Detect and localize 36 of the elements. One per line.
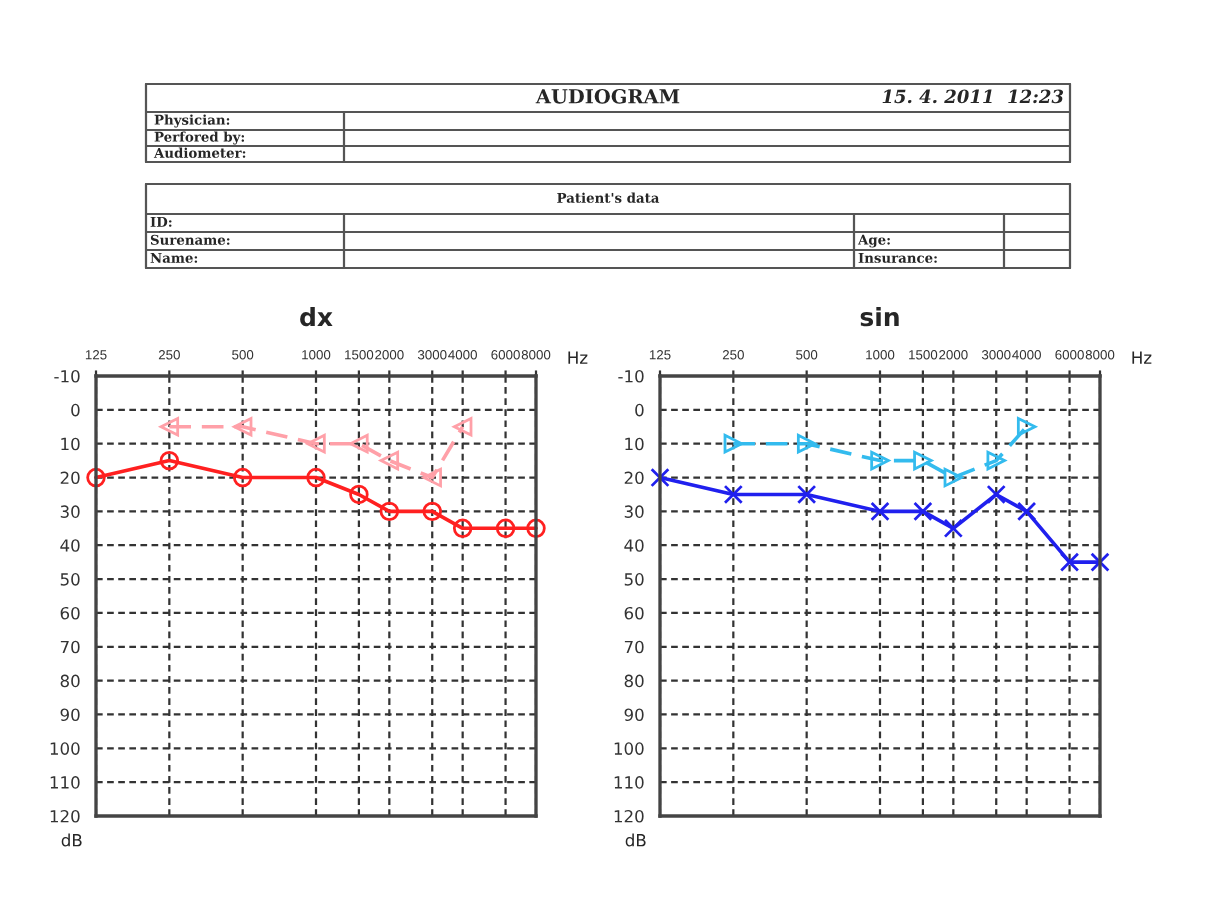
y-tick-label: 30 <box>60 505 80 518</box>
y-tick-label: 60 <box>60 606 80 620</box>
y-axis-title: dB <box>61 833 82 847</box>
y-tick-label: 70 <box>60 640 80 654</box>
y-tick-label: 0 <box>635 403 644 417</box>
y-tick-label: 120 <box>614 809 644 823</box>
chart-title: sin <box>860 307 899 327</box>
y-tick-label: 60 <box>624 606 644 620</box>
y-tick-label: 20 <box>60 471 80 485</box>
x-axis-title: Hz <box>568 351 588 364</box>
y-tick-label: 80 <box>624 674 644 688</box>
y-tick-label: 100 <box>50 742 80 755</box>
y-tick-label: 0 <box>71 403 80 417</box>
text: AUDIOGRAM <box>535 88 680 104</box>
y-tick-label: 50 <box>60 573 80 586</box>
y-tick-label: -10 <box>618 369 644 383</box>
y-tick-label: 10 <box>61 437 80 451</box>
x-axis-title: Hz <box>1132 351 1152 364</box>
chart-title: dx <box>300 307 333 327</box>
y-tick-label: 90 <box>60 708 80 722</box>
y-tick-label: 50 <box>624 573 644 586</box>
y-axis-title: dB <box>625 833 646 847</box>
y-tick-label: 100 <box>614 742 644 755</box>
y-tick-label: 120 <box>50 809 80 823</box>
y-tick-label: 70 <box>624 640 644 654</box>
y-tick-label: 40 <box>624 539 644 552</box>
y-tick-label: 80 <box>60 674 80 688</box>
y-tick-label: 90 <box>624 708 644 722</box>
text: 15. 4. 2011 12:23 <box>882 89 1064 104</box>
y-tick-label: 110 <box>50 776 80 789</box>
y-tick-label: 40 <box>60 539 80 552</box>
y-tick-label: -10 <box>54 369 80 383</box>
y-tick-label: 110 <box>614 776 644 789</box>
y-tick-label: 10 <box>625 437 644 451</box>
y-tick-label: 20 <box>624 471 644 485</box>
y-tick-label: 30 <box>624 505 644 518</box>
